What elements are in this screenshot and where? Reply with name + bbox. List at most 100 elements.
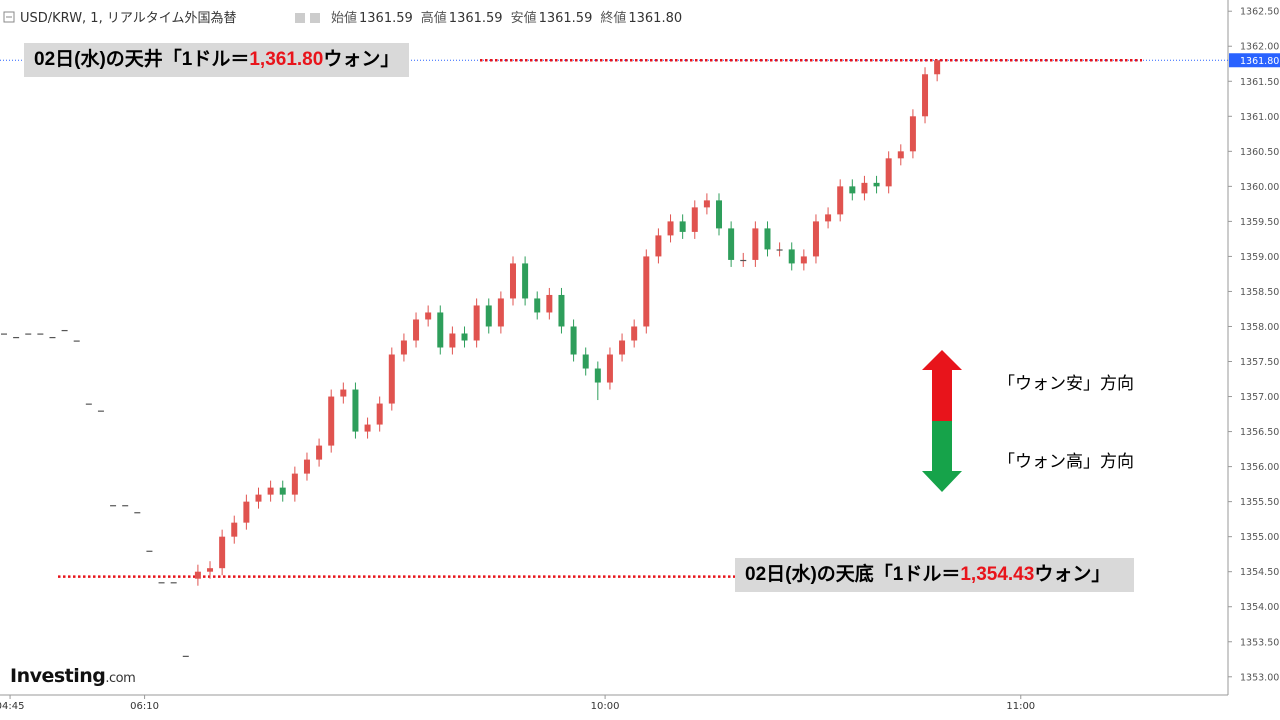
candle-body: [546, 294, 553, 313]
candle-body: [897, 151, 904, 159]
y-tick-label: 1353.00: [1240, 672, 1279, 683]
y-tick-label: 1358.50: [1240, 287, 1279, 298]
candle-body: [788, 249, 795, 264]
candle-body: [497, 298, 504, 327]
candle-body: [873, 182, 880, 187]
candle-body: [388, 354, 395, 404]
y-tick-label: 1360.50: [1240, 147, 1279, 158]
candle-body: [279, 487, 286, 495]
ohlc-value: 1361.59: [539, 11, 593, 26]
annotation-text: 02日(水)の天井「1ドル＝: [34, 49, 250, 71]
annotation-text: ウォン」: [1034, 563, 1111, 585]
symbol: USD/KRW, 1, リアルタイム外国為替: [20, 10, 236, 26]
candle-body: [570, 326, 577, 355]
candle-body: [606, 354, 613, 383]
candle-body: [594, 368, 601, 383]
candle-body: [716, 200, 723, 229]
candle-body: [49, 336, 56, 339]
candle-body: [776, 249, 783, 251]
candle-body: [619, 340, 626, 355]
candle-body: [643, 256, 650, 327]
annotation-value: 1,354.43: [960, 563, 1035, 585]
icon[interactable]: [310, 13, 320, 23]
candle-body: [267, 487, 274, 495]
y-tick-label: 1357.00: [1240, 392, 1279, 403]
candle-body: [37, 333, 44, 335]
annotation-text: 02日(水)の天底「1ドル＝: [745, 563, 961, 585]
y-tick-label: 1362.50: [1240, 7, 1279, 18]
x-tick-label: 11:00: [1006, 701, 1035, 712]
candle-body: [110, 505, 117, 507]
candle-body: [752, 228, 759, 260]
candle-body: [509, 263, 516, 299]
ohlc-header: 始値 1361.59 高値 1361.59 安値 1361.59 終値 1361.80: [331, 10, 682, 26]
candle-body: [800, 256, 807, 264]
candle-body: [340, 389, 347, 397]
candle-body: [85, 403, 92, 405]
collapse-icon[interactable]: [3, 11, 15, 23]
candle-body: [679, 221, 686, 232]
candle-body: [158, 582, 165, 584]
candle-body: [364, 424, 371, 432]
y-tick-label: 1354.50: [1240, 567, 1279, 578]
ohlc-value: 1361.80: [628, 11, 682, 26]
candle-body: [922, 74, 929, 117]
candle-body: [182, 655, 189, 657]
candle-body: [303, 459, 310, 474]
candle-body: [558, 294, 565, 327]
candle-body: [909, 116, 916, 152]
candle-body: [316, 445, 323, 460]
candle-body: [328, 396, 335, 446]
candle-body: [485, 305, 492, 327]
candle-body: [13, 336, 20, 339]
y-tick-label: 1359.00: [1240, 252, 1279, 263]
candle-body: [194, 571, 201, 579]
candle-body: [413, 319, 420, 341]
y-tick-label: 1359.50: [1240, 217, 1279, 228]
ohlc-label: 安値: [511, 10, 537, 26]
candle-body: [837, 186, 844, 215]
y-tick-label: 1357.50: [1240, 357, 1279, 368]
icon[interactable]: [295, 13, 305, 23]
candle-body: [812, 221, 819, 257]
candle-body: [61, 329, 68, 332]
logo-suffix: .com: [105, 671, 135, 686]
candle-body: [425, 312, 432, 320]
candle-body: [73, 340, 80, 342]
candle-body: [691, 207, 698, 232]
annotation-text: ウォン」: [323, 49, 400, 71]
y-tick-label: 1358.00: [1240, 322, 1279, 333]
candle-body: [667, 221, 674, 236]
ohlc-label: 始値: [331, 10, 357, 26]
candle-body: [376, 403, 383, 425]
ohlc-value: 1361.59: [449, 11, 503, 26]
candle-body: [849, 186, 856, 194]
candle-body: [134, 512, 141, 514]
candle-body: [207, 568, 214, 572]
candle-body: [534, 298, 541, 313]
logo: Investing.com: [10, 665, 135, 687]
candle-body: [655, 235, 662, 257]
y-tick-label: 1361.50: [1240, 77, 1279, 88]
candle-body: [703, 200, 710, 208]
y-tick-label: 1360.00: [1240, 182, 1279, 193]
candle-body: [352, 389, 359, 432]
candle-body: [764, 228, 771, 250]
candle-body: [461, 333, 468, 341]
annotation-value: 1,361.80: [249, 49, 324, 71]
candle-body: [243, 501, 250, 523]
direction-label: 「ウォン高」方向: [998, 452, 1134, 471]
candle-body: [582, 354, 589, 369]
candle-body: [291, 473, 298, 495]
candle-body: [861, 182, 868, 194]
candle-body: [885, 158, 892, 187]
y-tick-label: 1356.00: [1240, 462, 1279, 473]
candle-body: [631, 326, 638, 341]
y-tick-label: 1356.50: [1240, 427, 1279, 438]
candle-body: [728, 228, 735, 260]
bottom-annotation: 02日(水)の天底「1ドル＝1,354.43ウォン」: [735, 557, 1135, 592]
y-tick-label: 1353.50: [1240, 637, 1279, 648]
candle-body: [934, 60, 941, 75]
